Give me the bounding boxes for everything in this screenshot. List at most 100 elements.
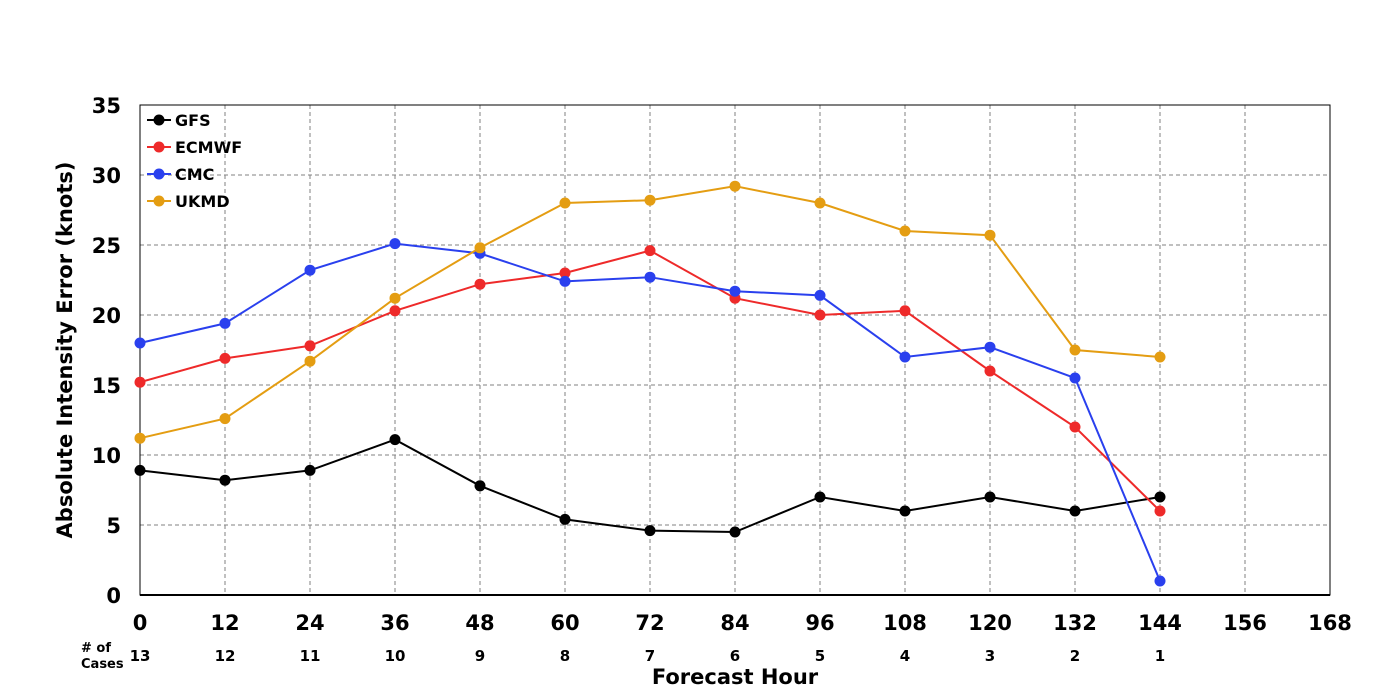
case-count-label: 2: [1070, 647, 1080, 665]
x-tick-label: 120: [968, 611, 1012, 635]
series-ukmd: [134, 180, 1166, 444]
data-point-ecmwf: [814, 309, 826, 321]
data-point-gfs: [219, 474, 231, 486]
x-tick-label: 36: [380, 611, 409, 635]
data-point-cmc: [644, 271, 656, 283]
y-tick-label: 30: [92, 164, 121, 188]
x-tick-label: 0: [133, 611, 148, 635]
data-point-cmc: [304, 264, 316, 276]
data-point-ukmd: [984, 229, 996, 241]
y-tick-label: 0: [106, 584, 121, 608]
x-tick-label: 60: [550, 611, 579, 635]
y-tick-label: 20: [92, 304, 121, 328]
data-point-cmc: [134, 337, 146, 349]
y-tick-label: 25: [92, 234, 121, 258]
cases-title-line-2: Cases: [81, 657, 124, 672]
series-cmc: [134, 238, 1166, 587]
legend-item-gfs: GFS: [147, 111, 211, 130]
data-point-cmc: [1069, 372, 1081, 384]
data-point-ecmwf: [559, 267, 571, 279]
x-tick-label: 84: [720, 611, 749, 635]
data-point-ecmwf: [219, 352, 231, 364]
x-tick-label: 144: [1138, 611, 1182, 635]
case-count-label: 4: [900, 647, 910, 665]
legend-item-ecmwf: ECMWF: [147, 138, 242, 157]
data-point-cmc: [1154, 575, 1166, 587]
x-tick-label: 72: [635, 611, 664, 635]
data-point-cmc: [984, 341, 996, 353]
legend-item-cmc: CMC: [147, 165, 214, 184]
y-tick-label: 15: [92, 374, 121, 398]
x-tick-label: 48: [465, 611, 494, 635]
legend-swatch-marker: [153, 141, 165, 153]
case-count-label: 8: [560, 647, 570, 665]
cases-title-line-1: # of: [81, 641, 111, 656]
data-point-ukmd: [134, 432, 146, 444]
x-tick-label: 24: [295, 611, 324, 635]
case-count-label: 1: [1155, 647, 1165, 665]
data-point-ecmwf: [389, 305, 401, 317]
y-axis-title: Absolute Intensity Error (knots): [53, 162, 77, 539]
x-tick-label: 132: [1053, 611, 1097, 635]
data-point-gfs: [984, 491, 996, 503]
data-point-ukmd: [389, 292, 401, 304]
data-point-gfs: [644, 525, 656, 537]
data-point-ukmd: [559, 197, 571, 209]
data-point-cmc: [729, 285, 741, 297]
data-point-ecmwf: [644, 245, 656, 257]
series-gfs: [134, 434, 1166, 538]
legend-label: GFS: [175, 111, 211, 130]
data-point-ecmwf: [1154, 505, 1166, 517]
data-point-gfs: [389, 434, 401, 446]
legend-swatch-marker: [153, 114, 165, 126]
data-point-cmc: [899, 351, 911, 363]
x-tick-label: 108: [883, 611, 927, 635]
grid-lines: [140, 105, 1330, 595]
data-point-ukmd: [814, 197, 826, 209]
y-tick-label: 35: [92, 94, 121, 118]
case-count-label: 7: [645, 647, 655, 665]
data-point-gfs: [899, 505, 911, 517]
case-count-label: 5: [815, 647, 825, 665]
x-axis-title: Forecast Hour: [652, 665, 819, 689]
series-layer: [134, 180, 1166, 587]
data-point-cmc: [559, 275, 571, 287]
data-point-gfs: [729, 526, 741, 538]
data-point-ukmd: [304, 355, 316, 367]
data-point-gfs: [1154, 491, 1166, 503]
data-point-gfs: [559, 513, 571, 525]
data-point-cmc: [389, 238, 401, 250]
x-tick-label: 96: [805, 611, 834, 635]
data-point-ecmwf: [1069, 421, 1081, 433]
data-point-ukmd: [474, 242, 486, 254]
legend-label: UKMD: [175, 192, 230, 211]
x-tick-label: 156: [1223, 611, 1267, 635]
tick-labels: 0 12 24 36 48 60 72 84 96 108 120 132 144 156 168 0 5 10 1…: [92, 94, 1352, 635]
case-count-label: 10: [385, 647, 406, 665]
data-point-gfs: [1069, 505, 1081, 517]
data-point-cmc: [814, 289, 826, 301]
data-point-ecmwf: [474, 278, 486, 290]
case-count-label: 12: [215, 647, 236, 665]
data-point-gfs: [304, 464, 316, 476]
data-point-ukmd: [219, 413, 231, 425]
data-point-cmc: [219, 317, 231, 329]
data-point-ecmwf: [899, 305, 911, 317]
data-point-ecmwf: [984, 365, 996, 377]
case-count-label: 3: [985, 647, 995, 665]
data-point-ukmd: [899, 225, 911, 237]
data-point-gfs: [134, 464, 146, 476]
legend-label: CMC: [175, 165, 214, 184]
case-count-label: 9: [475, 647, 485, 665]
series-ecmwf: [134, 245, 1166, 517]
legend-swatch-marker: [153, 195, 165, 207]
legend-item-ukmd: UKMD: [147, 192, 230, 211]
data-point-ukmd: [1069, 344, 1081, 356]
legend-swatch-marker: [153, 168, 165, 180]
data-point-ecmwf: [304, 340, 316, 352]
data-point-ukmd: [644, 194, 656, 206]
data-point-ukmd: [729, 180, 741, 192]
data-point-gfs: [814, 491, 826, 503]
case-counts: # of Cases 13 12 11 10 9 8 7 6 5 4 3 2 1: [81, 641, 1165, 672]
case-count-label: 11: [300, 647, 321, 665]
